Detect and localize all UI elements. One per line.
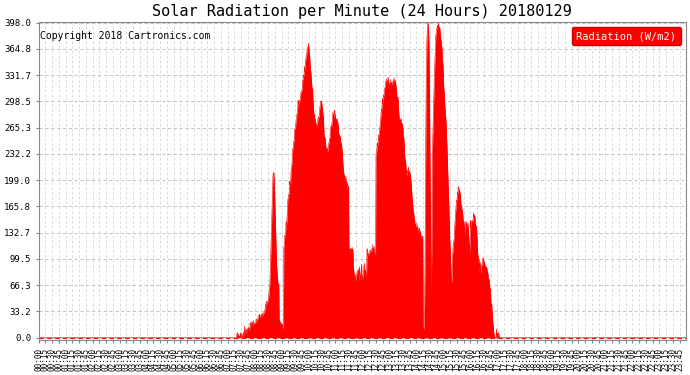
Legend: Radiation (W/m2): Radiation (W/m2): [572, 27, 680, 45]
Text: Copyright 2018 Cartronics.com: Copyright 2018 Cartronics.com: [40, 31, 210, 41]
Title: Solar Radiation per Minute (24 Hours) 20180129: Solar Radiation per Minute (24 Hours) 20…: [152, 4, 572, 19]
